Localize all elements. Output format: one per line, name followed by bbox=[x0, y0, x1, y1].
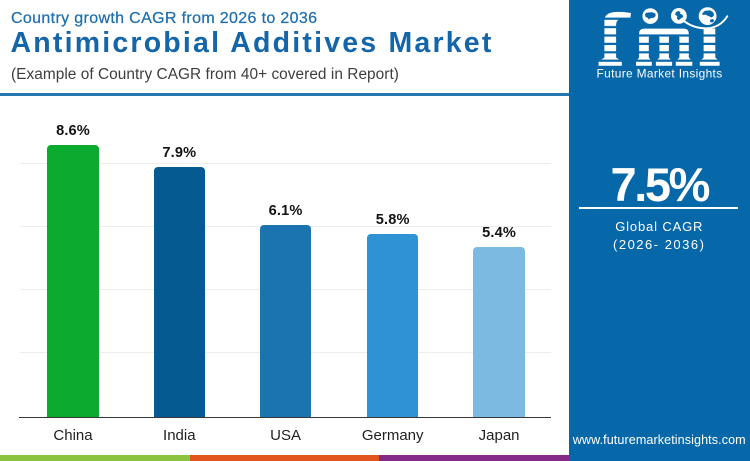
svg-text:Future Market Insights: Future Market Insights bbox=[596, 67, 722, 81]
